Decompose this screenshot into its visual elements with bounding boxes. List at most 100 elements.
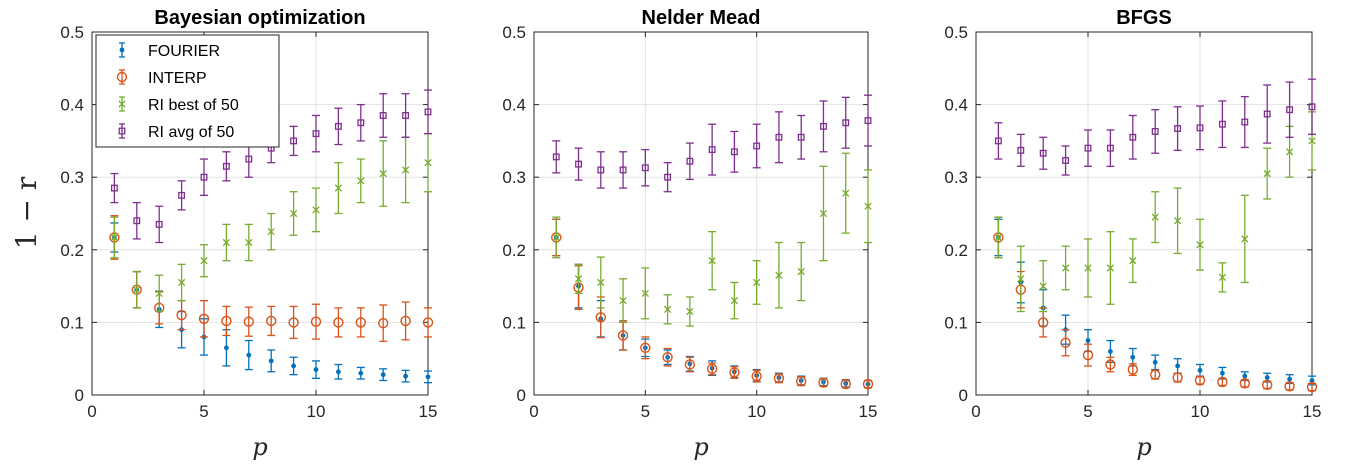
data-point bbox=[155, 289, 163, 298]
y-tick-label: 0.2 bbox=[944, 241, 968, 260]
data-point bbox=[245, 238, 253, 247]
data-point bbox=[842, 119, 850, 127]
data-point bbox=[291, 363, 296, 369]
data-point bbox=[176, 309, 187, 321]
data-point bbox=[355, 317, 366, 328]
data-point bbox=[288, 317, 299, 328]
data-point bbox=[1308, 137, 1316, 145]
chart-panel-3: 0 5 10 15 0 0.1 0.2 0.3 0.4 0.5 BFGS p bbox=[944, 7, 1321, 461]
data-point bbox=[221, 315, 232, 327]
data-point bbox=[222, 162, 230, 170]
data-point bbox=[862, 378, 874, 390]
data-point bbox=[424, 159, 432, 167]
data-point bbox=[708, 146, 716, 154]
legend-label: FOURIER bbox=[148, 43, 220, 60]
y-tick-label: 0.5 bbox=[60, 23, 84, 42]
data-point bbox=[177, 278, 186, 287]
data-point bbox=[1149, 369, 1161, 380]
data-point bbox=[200, 257, 208, 265]
series-ri_best bbox=[552, 152, 872, 327]
y-tick-label: 0.4 bbox=[60, 96, 84, 115]
x-tick-label: 0 bbox=[87, 402, 96, 421]
axes-box bbox=[533, 31, 869, 396]
data-point bbox=[820, 122, 827, 130]
data-point bbox=[290, 137, 298, 145]
y-tick-label: 0.3 bbox=[944, 168, 968, 187]
y-tick-label: 0.1 bbox=[60, 313, 84, 332]
data-point bbox=[730, 148, 738, 156]
data-point bbox=[424, 108, 432, 116]
data-point bbox=[133, 286, 141, 294]
data-point bbox=[1129, 257, 1137, 265]
data-point bbox=[1196, 124, 1204, 132]
data-point bbox=[400, 315, 411, 327]
data-point bbox=[574, 275, 583, 283]
data-point bbox=[617, 330, 629, 341]
data-point bbox=[664, 173, 672, 181]
data-point bbox=[1308, 103, 1316, 111]
data-point bbox=[334, 122, 342, 130]
y-tick-label: 0 bbox=[959, 386, 968, 405]
y-tick-label: 0.1 bbox=[944, 313, 968, 332]
data-point bbox=[310, 316, 322, 327]
y-tick-label: 0.2 bbox=[60, 241, 84, 260]
data-point bbox=[662, 352, 673, 363]
y-tick-label: 0.4 bbox=[944, 96, 968, 115]
data-point bbox=[1037, 317, 1049, 328]
data-point bbox=[133, 217, 141, 225]
y-tick-label: 0.3 bbox=[60, 168, 84, 187]
data-point bbox=[797, 133, 805, 141]
axes-box bbox=[975, 31, 1313, 396]
axes-box bbox=[91, 31, 429, 396]
data-point bbox=[1241, 235, 1249, 243]
data-point bbox=[1263, 110, 1271, 118]
chart-title: BFGS bbox=[1116, 7, 1172, 29]
data-point bbox=[1220, 370, 1225, 376]
y-tick-label: 0.1 bbox=[502, 313, 526, 332]
data-point bbox=[1175, 363, 1180, 369]
data-point bbox=[1172, 372, 1183, 383]
series-ri_best bbox=[110, 132, 432, 313]
data-point bbox=[597, 166, 605, 174]
x-tick-label: 10 bbox=[1191, 402, 1210, 421]
data-point bbox=[245, 155, 253, 163]
data-point bbox=[775, 271, 783, 279]
x-tick-label: 10 bbox=[747, 402, 766, 421]
data-point bbox=[378, 317, 389, 329]
data-point bbox=[266, 315, 277, 327]
y-axis-label: 1 − r bbox=[10, 176, 43, 249]
x-tick-label: 10 bbox=[307, 402, 326, 421]
data-point bbox=[842, 189, 850, 197]
data-point bbox=[773, 373, 785, 384]
data-point bbox=[1151, 213, 1159, 221]
data-point bbox=[1085, 338, 1091, 343]
legend: FOURIER INTERP RI best of 50 RI avg of 50 bbox=[95, 34, 280, 148]
data-point bbox=[222, 238, 231, 247]
data-point bbox=[402, 112, 410, 119]
data-point bbox=[796, 376, 807, 387]
y-tick-label: 0.3 bbox=[502, 168, 526, 187]
x-axis-label: p bbox=[693, 433, 708, 461]
x-tick-label: 0 bbox=[529, 402, 538, 421]
x-tick-label: 15 bbox=[859, 402, 878, 421]
data-point bbox=[597, 278, 605, 287]
data-point bbox=[840, 378, 851, 390]
data-point bbox=[1261, 379, 1273, 391]
data-point bbox=[730, 296, 739, 305]
data-point bbox=[1217, 376, 1228, 388]
data-point bbox=[1060, 337, 1071, 348]
data-point bbox=[751, 370, 762, 382]
legend-marker bbox=[119, 47, 125, 53]
data-point bbox=[1108, 349, 1113, 354]
data-point bbox=[686, 307, 694, 316]
data-point bbox=[198, 313, 210, 324]
data-point bbox=[1285, 148, 1294, 156]
data-point bbox=[1241, 118, 1249, 126]
series-ri_avg bbox=[552, 94, 872, 193]
x-tick-label: 5 bbox=[641, 402, 650, 421]
data-point bbox=[357, 177, 365, 185]
data-point bbox=[552, 153, 560, 161]
data-point bbox=[1082, 349, 1094, 361]
y-tick-label: 0 bbox=[517, 386, 526, 405]
data-point bbox=[819, 209, 828, 218]
